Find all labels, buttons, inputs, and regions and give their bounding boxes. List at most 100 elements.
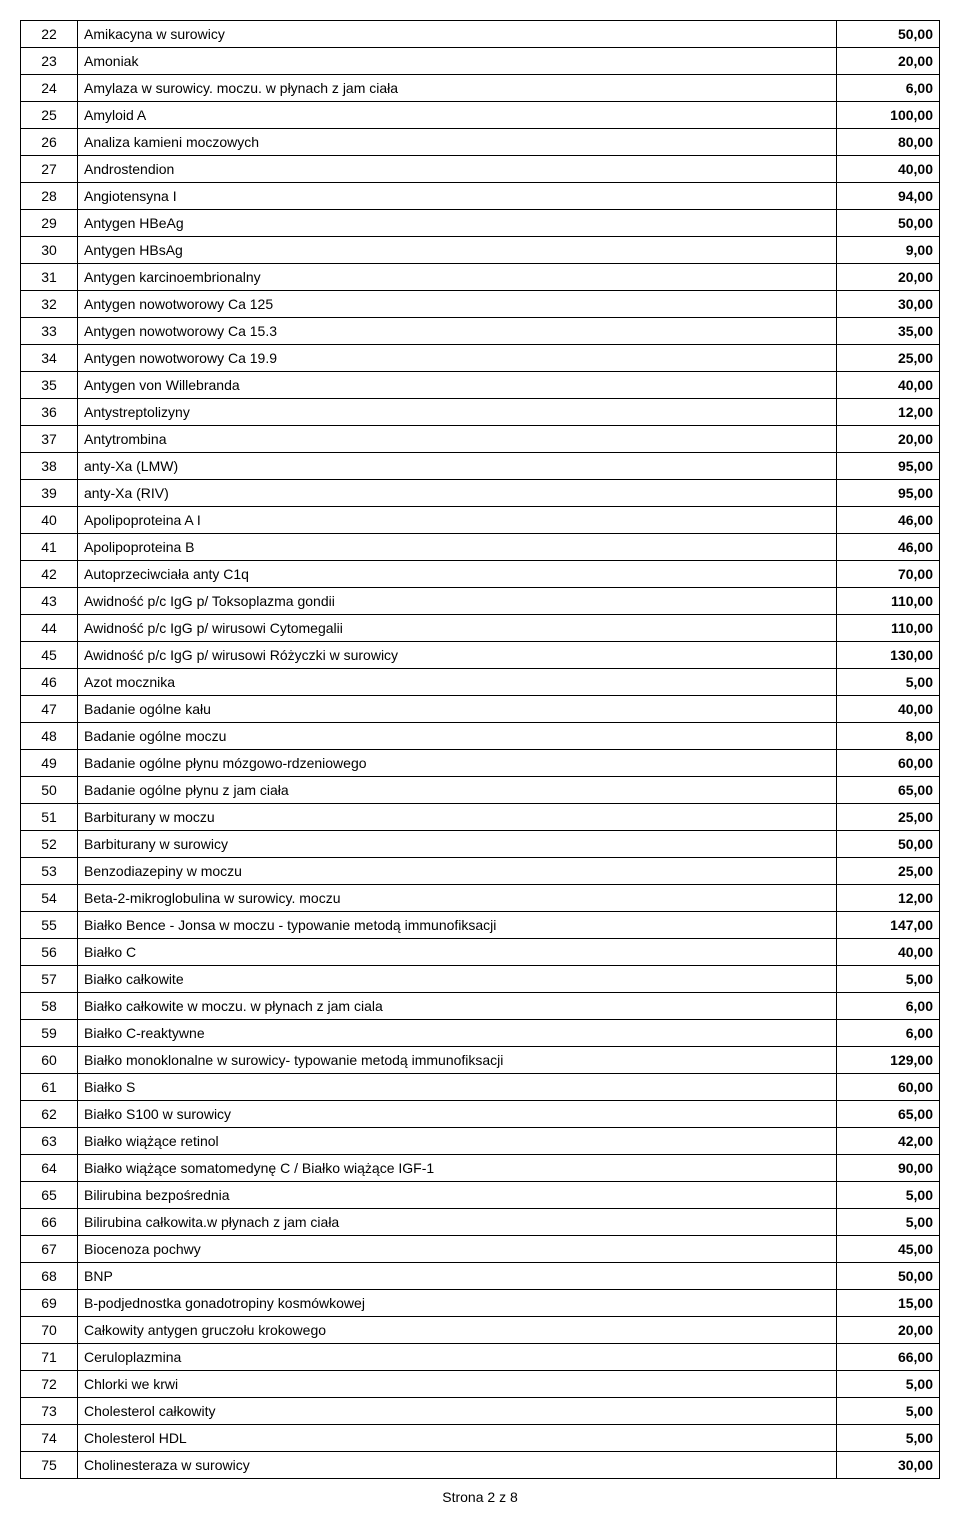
row-price: 5,00 [837, 966, 940, 993]
row-description: Awidność p/c IgG p/ wirusowi Cytomegalii [78, 615, 837, 642]
row-price: 65,00 [837, 1101, 940, 1128]
row-price: 5,00 [837, 1371, 940, 1398]
table-row: 74Cholesterol HDL5,00 [21, 1425, 940, 1452]
row-number: 46 [21, 669, 78, 696]
row-description: Biocenoza pochwy [78, 1236, 837, 1263]
row-description: Antystreptolizyny [78, 399, 837, 426]
row-description: Cholesterol całkowity [78, 1398, 837, 1425]
table-row: 73Cholesterol całkowity5,00 [21, 1398, 940, 1425]
row-number: 65 [21, 1182, 78, 1209]
row-description: Amoniak [78, 48, 837, 75]
row-number: 45 [21, 642, 78, 669]
row-price: 12,00 [837, 885, 940, 912]
table-row: 46Azot mocznika5,00 [21, 669, 940, 696]
row-description: Angiotensyna I [78, 183, 837, 210]
row-price: 35,00 [837, 318, 940, 345]
table-row: 25Amyloid A100,00 [21, 102, 940, 129]
row-number: 69 [21, 1290, 78, 1317]
row-price: 130,00 [837, 642, 940, 669]
row-price: 5,00 [837, 1425, 940, 1452]
row-description: Białko C-reaktywne [78, 1020, 837, 1047]
row-price: 46,00 [837, 534, 940, 561]
row-price: 12,00 [837, 399, 940, 426]
row-number: 39 [21, 480, 78, 507]
table-row: 36Antystreptolizyny12,00 [21, 399, 940, 426]
row-number: 51 [21, 804, 78, 831]
table-row: 34Antygen nowotworowy Ca 19.925,00 [21, 345, 940, 372]
row-price: 70,00 [837, 561, 940, 588]
table-row: 56Białko C40,00 [21, 939, 940, 966]
row-number: 32 [21, 291, 78, 318]
table-row: 35Antygen von Willebranda40,00 [21, 372, 940, 399]
row-description: Autoprzeciwciała anty C1q [78, 561, 837, 588]
table-row: 48Badanie ogólne moczu8,00 [21, 723, 940, 750]
table-row: 62Białko S100 w surowicy65,00 [21, 1101, 940, 1128]
row-description: Białko całkowite [78, 966, 837, 993]
row-number: 47 [21, 696, 78, 723]
row-price: 5,00 [837, 1398, 940, 1425]
table-row: 52Barbiturany w surowicy50,00 [21, 831, 940, 858]
row-price: 50,00 [837, 21, 940, 48]
table-row: 47Badanie ogólne kału40,00 [21, 696, 940, 723]
table-row: 64Białko wiążące somatomedynę C / Białko… [21, 1155, 940, 1182]
row-number: 53 [21, 858, 78, 885]
row-number: 37 [21, 426, 78, 453]
row-number: 22 [21, 21, 78, 48]
table-row: 27Androstendion40,00 [21, 156, 940, 183]
table-row: 57Białko całkowite5,00 [21, 966, 940, 993]
table-row: 40Apolipoproteina A I46,00 [21, 507, 940, 534]
row-description: Cholinesteraza w surowicy [78, 1452, 837, 1479]
row-description: Azot mocznika [78, 669, 837, 696]
table-row: 55Białko Bence - Jonsa w moczu - typowan… [21, 912, 940, 939]
row-number: 48 [21, 723, 78, 750]
row-price: 66,00 [837, 1344, 940, 1371]
table-row: 65Bilirubina bezpośrednia5,00 [21, 1182, 940, 1209]
row-price: 90,00 [837, 1155, 940, 1182]
row-price: 100,00 [837, 102, 940, 129]
row-price: 50,00 [837, 831, 940, 858]
row-description: Białko całkowite w moczu. w płynach z ja… [78, 993, 837, 1020]
row-description: Antygen nowotworowy Ca 19.9 [78, 345, 837, 372]
table-row: 39anty-Xa (RIV)95,00 [21, 480, 940, 507]
row-number: 36 [21, 399, 78, 426]
row-number: 72 [21, 1371, 78, 1398]
row-number: 40 [21, 507, 78, 534]
row-number: 52 [21, 831, 78, 858]
row-number: 26 [21, 129, 78, 156]
table-row: 28Angiotensyna I94,00 [21, 183, 940, 210]
row-price: 50,00 [837, 210, 940, 237]
table-row: 58Białko całkowite w moczu. w płynach z … [21, 993, 940, 1020]
table-row: 32Antygen nowotworowy Ca 12530,00 [21, 291, 940, 318]
row-number: 60 [21, 1047, 78, 1074]
row-price: 25,00 [837, 804, 940, 831]
row-price: 40,00 [837, 696, 940, 723]
row-description: Białko S100 w surowicy [78, 1101, 837, 1128]
row-number: 34 [21, 345, 78, 372]
row-price: 9,00 [837, 237, 940, 264]
row-price: 147,00 [837, 912, 940, 939]
row-price: 30,00 [837, 1452, 940, 1479]
table-row: 75Cholinesteraza w surowicy30,00 [21, 1452, 940, 1479]
row-price: 40,00 [837, 156, 940, 183]
row-description: Antytrombina [78, 426, 837, 453]
row-number: 71 [21, 1344, 78, 1371]
row-price: 20,00 [837, 426, 940, 453]
row-price: 40,00 [837, 372, 940, 399]
row-price: 20,00 [837, 48, 940, 75]
row-description: Analiza kamieni moczowych [78, 129, 837, 156]
row-number: 33 [21, 318, 78, 345]
row-description: Amylaza w surowicy. moczu. w płynach z j… [78, 75, 837, 102]
row-number: 49 [21, 750, 78, 777]
table-row: 53Benzodiazepiny w moczu25,00 [21, 858, 940, 885]
row-number: 31 [21, 264, 78, 291]
row-number: 43 [21, 588, 78, 615]
row-price: 5,00 [837, 1209, 940, 1236]
row-number: 61 [21, 1074, 78, 1101]
table-row: 67Biocenoza pochwy45,00 [21, 1236, 940, 1263]
table-row: 22Amikacyna w surowicy50,00 [21, 21, 940, 48]
table-row: 30Antygen HBsAg9,00 [21, 237, 940, 264]
row-number: 24 [21, 75, 78, 102]
row-price: 94,00 [837, 183, 940, 210]
row-number: 35 [21, 372, 78, 399]
row-number: 67 [21, 1236, 78, 1263]
